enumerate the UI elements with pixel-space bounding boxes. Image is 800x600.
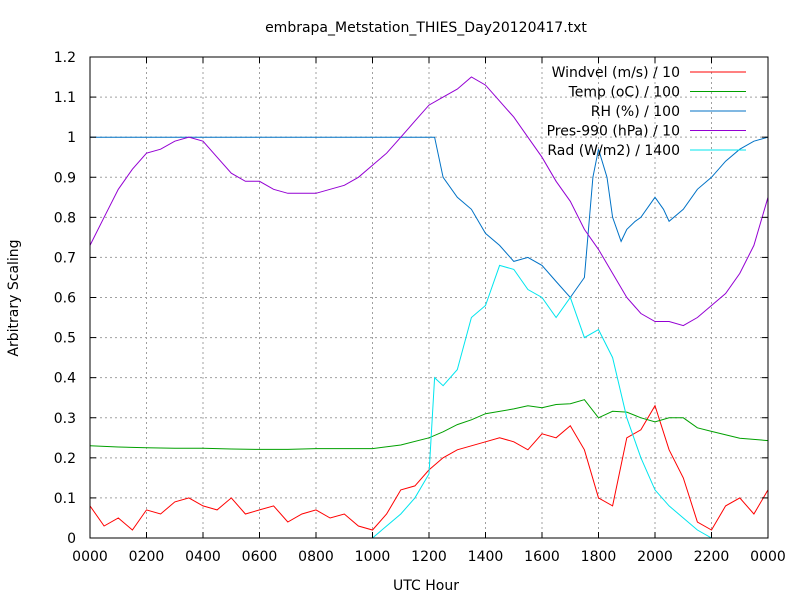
- x-tick-label: 2200: [694, 549, 730, 565]
- series-layer: [89, 76, 769, 539]
- y-tick-label: 0.8: [54, 210, 76, 226]
- legend-label: Rad (W/m2) / 1400: [547, 143, 680, 159]
- series-line-2: [89, 399, 769, 450]
- x-tick-label: 0000: [750, 549, 786, 565]
- x-axis-label: UTC Hour: [393, 578, 459, 594]
- y-tick-label: 0.1: [54, 491, 76, 507]
- y-tick-label: 0.9: [54, 170, 76, 186]
- x-tick-label: 0000: [72, 549, 108, 565]
- legend-label: Temp (oC) / 100: [568, 85, 680, 101]
- x-tick-label: 0800: [298, 549, 334, 565]
- x-tick-label: 0600: [242, 549, 278, 565]
- x-tick-label: 1400: [468, 549, 504, 565]
- x-tick-label: 0200: [129, 549, 165, 565]
- legend-label: Pres-990 (hPa) / 10: [547, 124, 680, 140]
- y-tick-label: 0.3: [54, 411, 76, 427]
- legend-label: Windvel (m/s) / 10: [552, 65, 680, 81]
- y-tick-label: 0.7: [54, 250, 76, 266]
- x-tick-label: 2000: [637, 549, 673, 565]
- legend: Windvel (m/s) / 10 Temp (oC) / 100 RH (%) …: [547, 65, 746, 159]
- chart-title: embrapa_Metstation_THIES_Day20120417.txt: [265, 20, 587, 36]
- x-tick-label: 1200: [411, 549, 447, 565]
- y-tick-label: 1: [67, 130, 76, 146]
- y-tick-label: 0: [67, 531, 76, 547]
- y-axis-label: Arbitrary Scaling: [6, 239, 22, 356]
- y-tick-label: 1.1: [54, 90, 76, 106]
- series-line-3: [90, 136, 769, 299]
- y-tick-label: 0.5: [54, 331, 76, 347]
- x-axis-ticks: 0000 0200 0400 0600 0800 1000 1200 1400 1600 1800…: [72, 57, 786, 565]
- y-tick-label: 0.2: [54, 451, 76, 467]
- series-line-5: [90, 264, 768, 539]
- x-tick-label: 1000: [355, 549, 391, 565]
- x-tick-label: 1800: [581, 549, 617, 565]
- y-tick-label: 0.4: [54, 371, 76, 387]
- x-tick-label: 1600: [524, 549, 560, 565]
- y-tick-label: 1.2: [54, 50, 76, 66]
- y-tick-label: 0.6: [54, 291, 76, 307]
- legend-label: RH (%) / 100: [591, 104, 680, 120]
- x-tick-label: 0400: [185, 549, 221, 565]
- series-line-4: [89, 76, 769, 327]
- y-axis-ticks: 0 0.1 0.2 0.3 0.4 0.5 0.6 0.7 0.8 0.9 1 1.1 1.2: [54, 50, 768, 547]
